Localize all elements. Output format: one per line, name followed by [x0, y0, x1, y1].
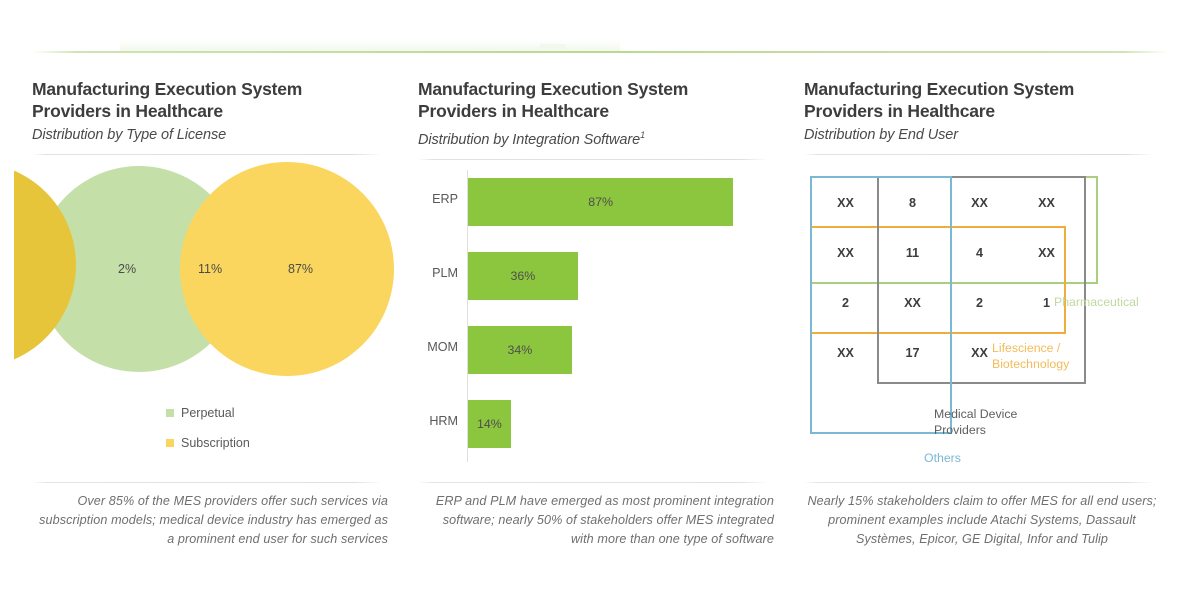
top-divider-rule	[32, 51, 1168, 53]
panel-subtitle: Distribution by Type of License	[32, 127, 227, 143]
bar-category-label: HRM	[429, 414, 458, 428]
top-tick-mark	[540, 44, 566, 50]
header-divider	[418, 158, 768, 160]
group-label-lifescience: Lifescience / Biotechnology	[992, 341, 1070, 371]
bar-row: HRM 14%	[400, 400, 786, 448]
legend-swatch-icon	[166, 409, 174, 417]
legend-swatch-icon	[166, 439, 174, 447]
group-label-medical-device: Medical Device Providers	[934, 407, 1018, 437]
bar-fill: 87%	[468, 178, 734, 226]
panel-note: Over 85% of the MES providers offer such…	[39, 494, 388, 546]
matrix-cell: XX	[971, 346, 988, 360]
legend: Perpetual Subscription	[14, 406, 400, 466]
venn-circle-subscription	[180, 162, 394, 376]
bar-row: PLM 36%	[400, 252, 786, 300]
matrix-cell: XX	[837, 246, 854, 260]
bar-fill: 14%	[468, 400, 511, 448]
panel-end-user: Manufacturing Execution System Providers…	[786, 70, 1172, 570]
matrix-cell: XX	[971, 196, 988, 210]
panel-note: ERP and PLM have emerged as most promine…	[435, 494, 774, 546]
matrix-cell: 2	[841, 296, 849, 310]
matrix-cell: 4	[975, 246, 983, 260]
page-title: Manufacturing Execution System Providers…	[418, 79, 689, 121]
footnote-marker: 1	[640, 130, 645, 140]
bar-value-label: 36%	[510, 269, 536, 283]
panel-subtitle: Distribution by End User	[804, 127, 958, 143]
panel-integration-software: Manufacturing Execution System Providers…	[400, 70, 786, 570]
end-user-matrix: Pharmaceutical Lifescience / Biotechnolo…	[786, 168, 1172, 478]
panel-header: Manufacturing Execution System Providers…	[400, 70, 786, 149]
matrix-cell: XX	[1038, 246, 1055, 260]
venn-diagram: 2% 11% 87%	[14, 162, 400, 392]
group-label-others: Others	[924, 451, 961, 465]
group-rect-others	[810, 176, 952, 434]
panel-license-distribution: Manufacturing Execution System Providers…	[14, 70, 400, 570]
matrix-cell: XX	[837, 346, 854, 360]
footer-divider	[804, 482, 1154, 483]
matrix-cell: XX	[837, 196, 854, 210]
chart-axis-line	[467, 170, 468, 462]
venn-label-subscription: 87%	[288, 262, 314, 276]
bar-fill: 34%	[468, 326, 572, 374]
legend-item-perpetual: Perpetual	[166, 406, 400, 420]
bar-category-label: ERP	[432, 192, 458, 206]
group-label-pharmaceutical: Pharmaceutical	[1054, 295, 1139, 309]
bar-row: ERP 87%	[400, 178, 786, 226]
panel-header: Manufacturing Execution System Providers…	[786, 70, 1172, 144]
matrix-cell: 8	[908, 196, 916, 210]
legend-label: Perpetual	[181, 406, 235, 420]
matrix-cell: 11	[905, 246, 920, 260]
matrix-cell: 2	[975, 296, 983, 310]
matrix-cell: 1	[1042, 296, 1050, 310]
bar-category-label: PLM	[432, 266, 458, 280]
bar-row: MOM 34%	[400, 326, 786, 374]
top-rule-glow	[120, 40, 620, 52]
matrix-cell: 17	[905, 346, 920, 360]
footer-divider	[32, 482, 382, 483]
page-title: Manufacturing Execution System Providers…	[32, 79, 303, 121]
bar-chart: ERP 87% PLM 36% MOM 34% HRM 14%	[400, 170, 786, 470]
header-divider	[32, 154, 382, 155]
bar-category-label: MOM	[427, 340, 458, 354]
panel-header: Manufacturing Execution System Providers…	[14, 70, 400, 144]
legend-item-subscription: Subscription	[166, 436, 400, 450]
panel-note: Nearly 15% stakeholders claim to offer M…	[807, 494, 1157, 546]
group-rect-medical-device	[877, 176, 1086, 384]
matrix-cell: XX	[904, 296, 921, 310]
matrix-cell: XX	[1038, 196, 1055, 210]
header-divider	[804, 154, 1154, 155]
panel-subtitle: Distribution by Integration Software1	[418, 126, 768, 149]
panel-subtitle-text: Distribution by Integration Software	[418, 131, 641, 148]
bar-fill: 36%	[468, 252, 578, 300]
venn-label-overlap: 11%	[198, 262, 223, 276]
bar-value-label: 14%	[476, 417, 502, 431]
page-title: Manufacturing Execution System Providers…	[804, 79, 1075, 121]
bar-value-label: 34%	[507, 343, 533, 357]
venn-label-perpetual: 2%	[118, 262, 137, 276]
legend-label: Subscription	[181, 436, 250, 450]
bar-value-label: 87%	[588, 195, 614, 209]
footer-divider	[418, 482, 768, 483]
